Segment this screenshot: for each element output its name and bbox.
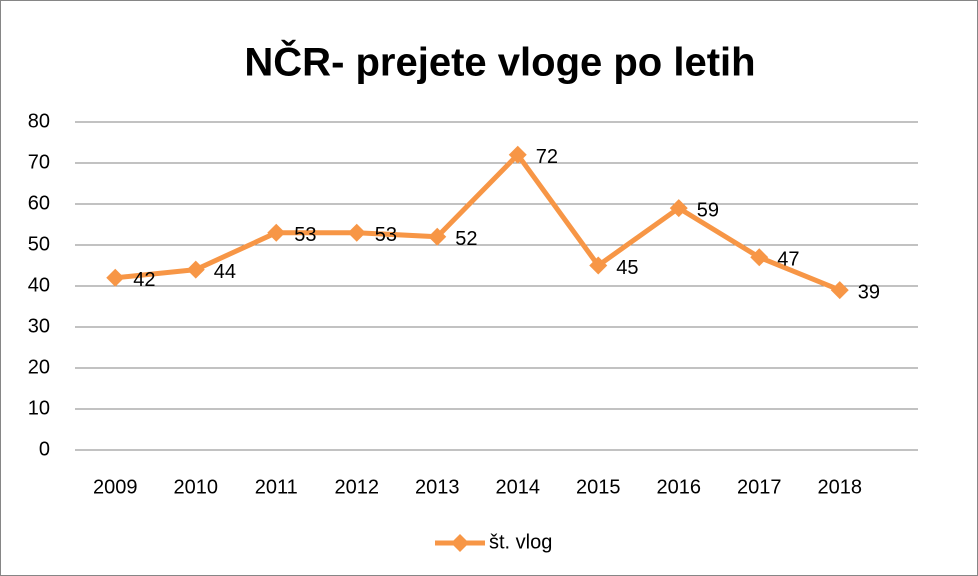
y-tick-label: 60: [28, 192, 50, 214]
x-tick-label: 2010: [174, 476, 219, 498]
y-tick-label: 80: [28, 110, 50, 132]
y-tick-label: 10: [28, 397, 50, 419]
marker: [186, 260, 205, 279]
marker: [669, 199, 688, 218]
x-tick-label: 2014: [496, 476, 541, 498]
marker: [267, 223, 286, 242]
y-tick-label: 50: [28, 233, 50, 255]
x-tick-label: 2013: [415, 476, 460, 498]
x-tick-label: 2017: [737, 476, 782, 498]
marker: [750, 248, 769, 267]
marker: [508, 145, 527, 164]
data-label: 72: [536, 146, 558, 168]
y-tick-label: 70: [28, 151, 50, 173]
data-label: 52: [455, 228, 477, 250]
x-tick-label: 2015: [576, 476, 621, 498]
series-line: [114, 152, 841, 293]
marker: [589, 256, 608, 275]
marker: [830, 281, 849, 300]
y-tick-label: 40: [28, 274, 50, 296]
x-tick-label: 2018: [818, 476, 863, 498]
legend-marker: [451, 534, 469, 552]
marker: [428, 227, 447, 246]
y-tick-label: 20: [28, 356, 50, 378]
data-label: 59: [697, 199, 719, 221]
data-label: 39: [858, 281, 880, 303]
x-tick-label: 2011: [255, 476, 298, 498]
marker: [347, 223, 366, 242]
x-tick-label: 2009: [93, 476, 138, 498]
y-tick-label: 30: [28, 315, 50, 337]
marker: [106, 268, 125, 287]
x-tick-label: 2012: [335, 476, 380, 498]
data-label: 42: [133, 269, 155, 291]
chart-title: NČR- prejete vloge po letih: [244, 39, 755, 85]
data-label: 47: [777, 249, 799, 271]
data-label: 45: [616, 257, 638, 279]
data-label: 53: [294, 224, 316, 246]
data-label: 44: [214, 261, 236, 283]
x-tick-label: 2016: [657, 476, 702, 498]
legend-label: št. vlog: [489, 531, 552, 553]
data-label: 53: [375, 224, 397, 246]
y-tick-label: 0: [39, 438, 50, 460]
